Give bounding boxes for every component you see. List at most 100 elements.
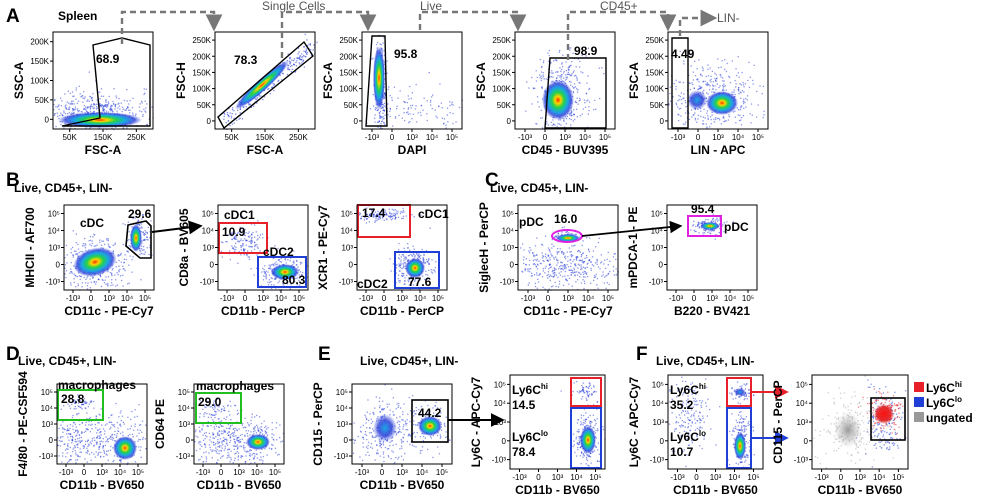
event-dot (198, 442, 200, 444)
event-dot (241, 424, 243, 426)
event-dot (70, 102, 72, 104)
event-dot (217, 446, 219, 448)
event-dot (368, 216, 370, 218)
event-dot (569, 259, 571, 261)
event-dot (240, 457, 242, 459)
event-dot (582, 279, 584, 281)
gate-polygon (217, 40, 314, 130)
event-dot (595, 108, 597, 110)
event-dot (120, 420, 122, 422)
event-dot (716, 77, 718, 80)
event-dot (569, 114, 571, 116)
event-dot (76, 414, 78, 416)
event-dot (223, 115, 225, 118)
event-dot (71, 112, 73, 114)
event-dot (106, 238, 108, 240)
event-dot (458, 106, 461, 109)
event-dot (107, 101, 110, 103)
event-dot (224, 445, 226, 447)
event-dot (425, 281, 427, 283)
event-dot (554, 236, 556, 238)
event-dot (75, 98, 77, 100)
event-dot (233, 438, 235, 440)
event-dot (520, 247, 522, 249)
event-dot (608, 283, 610, 286)
event-dot (87, 406, 89, 408)
event-dot (111, 434, 113, 436)
event-dot (207, 425, 209, 427)
event-dot (403, 263, 405, 265)
event-dot (425, 273, 427, 276)
event-dot (583, 280, 586, 282)
event-dot (426, 119, 428, 122)
event-dot (578, 264, 581, 266)
event-dot (83, 445, 85, 447)
event-dot (95, 283, 97, 285)
event-dot (580, 273, 582, 276)
event-dot (374, 107, 377, 109)
event-dot (575, 256, 577, 258)
event-dot (222, 425, 224, 427)
event-dot (734, 116, 736, 118)
event-dot (200, 441, 202, 443)
event-dot (580, 256, 583, 258)
event-dot (231, 238, 233, 240)
event-dot (550, 253, 552, 255)
event-dot (234, 457, 236, 459)
event-dot (422, 260, 424, 262)
event-dot (72, 110, 74, 112)
x-tick-label: -10³ (518, 133, 533, 142)
event-dot (682, 123, 685, 125)
event-dot (220, 408, 223, 411)
event-dot (222, 444, 224, 446)
event-dot (78, 434, 80, 436)
event-dot (254, 462, 256, 464)
event-dot (604, 259, 606, 261)
event-dot (124, 224, 126, 226)
event-dot (678, 81, 680, 83)
y-tick-label: -10³ (46, 278, 61, 287)
event-dot (383, 122, 385, 124)
x-tick-label: -10³ (359, 294, 374, 303)
event-dot (702, 68, 704, 70)
event-dot (68, 460, 70, 462)
event-dot (723, 117, 725, 119)
event-dot (400, 211, 402, 213)
event-dot (291, 59, 293, 61)
event-dot (78, 412, 80, 415)
event-dot (229, 250, 231, 252)
event-dot (134, 217, 136, 219)
event-dot (383, 37, 385, 39)
event-dot (238, 436, 240, 438)
event-dot (563, 118, 565, 120)
event-dot (265, 425, 267, 427)
event-dot (289, 260, 291, 262)
event-dot (702, 123, 704, 125)
event-dot (215, 436, 217, 438)
event-dot (570, 274, 572, 276)
event-dot (574, 263, 576, 266)
event-dot (568, 283, 570, 285)
event-dot (299, 261, 302, 263)
event-dot (557, 234, 559, 237)
event-dot (66, 262, 68, 264)
event-dot (381, 48, 383, 50)
x-tick-label: 10⁴ (582, 294, 595, 303)
event-dot (376, 214, 378, 216)
event-dot (149, 247, 151, 249)
event-dot (131, 271, 133, 273)
event-dot (565, 278, 567, 280)
event-dot (100, 431, 102, 433)
event-dot (573, 114, 575, 116)
event-dot (142, 214, 145, 216)
event-dot (395, 267, 398, 269)
event-dot (83, 108, 85, 110)
event-dot (240, 455, 243, 457)
event-dot (251, 234, 253, 236)
event-dot (223, 440, 225, 442)
x-tick-label: 10⁴ (579, 133, 592, 142)
event-dot (408, 284, 410, 286)
event-dot (428, 72, 430, 74)
event-dot (383, 213, 385, 215)
event-dot (82, 101, 84, 103)
